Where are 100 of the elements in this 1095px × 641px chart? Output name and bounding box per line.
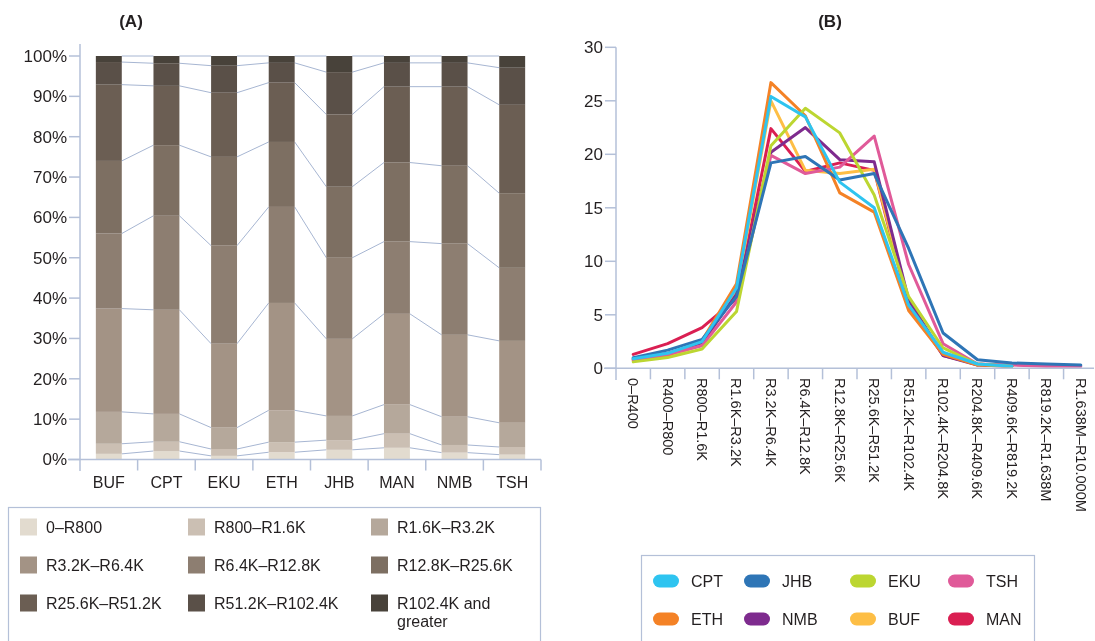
y-tick-label: 5: [593, 305, 603, 325]
bar: [383, 86, 410, 163]
chart-title: (A): [119, 12, 143, 31]
bar: [441, 416, 468, 445]
bar: [211, 156, 238, 246]
legend-label: MAN: [986, 610, 1022, 628]
x-tick-label: R1.6K–R3.2K: [728, 378, 745, 467]
legend-label: R800–R1.6K: [214, 518, 306, 536]
bar: [383, 447, 410, 460]
y-tick-label: 50%: [32, 248, 67, 268]
bar: [211, 92, 238, 157]
x-tick-label: ETH: [265, 474, 298, 491]
x-tick-label: EKU: [207, 474, 241, 491]
y-tick-label: 40%: [32, 289, 67, 309]
x-tick-label: R204.8K–R409.6K: [969, 378, 986, 500]
y-tick-label: 90%: [32, 87, 67, 107]
x-tick-label: R800–R1.6K: [694, 378, 710, 462]
y-tick-label: 20%: [32, 369, 67, 389]
bar: [211, 245, 238, 344]
bar: [95, 62, 122, 85]
y-tick-label: 0%: [42, 450, 67, 470]
bar: [95, 443, 122, 454]
y-tick-label: 60%: [32, 208, 67, 228]
y-tick-label: 0: [593, 359, 603, 379]
bar: [499, 267, 526, 341]
x-tick-label: NMB: [436, 474, 473, 491]
legend-label: R3.2K–R6.4K: [46, 556, 145, 574]
bar: [95, 233, 122, 309]
bar: [441, 243, 468, 335]
bar: [326, 440, 353, 450]
bar: [383, 241, 410, 314]
bar: [95, 308, 122, 412]
x-tick-label: JHB: [324, 474, 355, 491]
x-tick-label: 0–R400: [625, 378, 642, 429]
legend-label: NMB: [782, 610, 818, 628]
y-tick-label: 20: [584, 145, 603, 165]
bar: [153, 145, 180, 216]
bar: [499, 56, 526, 68]
bar: [211, 343, 238, 428]
bar: [326, 415, 353, 441]
bar: [441, 56, 468, 63]
bar: [326, 338, 353, 416]
x-tick-label: R3.2K–R6.4K: [762, 378, 779, 467]
bar: [499, 446, 526, 455]
bar: [441, 62, 468, 87]
bar: [326, 449, 353, 460]
legend-label: EKU: [888, 572, 921, 590]
bar: [211, 449, 238, 456]
bar: [326, 114, 353, 187]
y-tick-label: 30: [584, 38, 603, 58]
bar: [211, 65, 238, 93]
bar: [153, 56, 180, 64]
bar: [383, 56, 410, 63]
bar: [268, 452, 295, 460]
y-tick-label: 30%: [32, 329, 67, 349]
bar: [153, 309, 180, 414]
bar: [153, 63, 180, 86]
legend-label: R6.4K–R12.8K: [214, 556, 322, 574]
x-tick-label: R1.638M–R10.000M: [1072, 378, 1089, 512]
legend-label: ETH: [691, 610, 723, 628]
bar: [153, 413, 180, 442]
y-tick-label: 10%: [32, 410, 67, 430]
legend-label: JHB: [782, 572, 813, 590]
legend-label: BUF: [888, 610, 921, 628]
bar: [268, 206, 295, 303]
bar: [499, 193, 526, 268]
x-tick-label: BUF: [92, 474, 126, 491]
bar: [153, 441, 180, 452]
bar: [441, 86, 468, 166]
x-tick-label: R819.2K–R1.638M: [1038, 378, 1055, 502]
bar: [441, 334, 468, 417]
bar: [95, 160, 122, 234]
bar: [383, 62, 410, 87]
bar: [326, 72, 353, 115]
bar: [383, 162, 410, 242]
x-tick-label: TSH: [496, 474, 529, 491]
bar: [268, 56, 295, 63]
x-tick-label: R400–R800: [659, 378, 676, 456]
bar: [383, 313, 410, 405]
bar: [211, 56, 238, 66]
bar: [326, 56, 353, 73]
legend-label: 0–R800: [46, 518, 103, 536]
bar: [268, 62, 295, 83]
y-tick-label: 15: [584, 198, 603, 218]
x-tick-label: R12.8K–R25.6K: [831, 378, 848, 484]
bar: [268, 410, 295, 443]
x-tick-label: R409.6K–R819.2K: [1003, 378, 1020, 500]
bar: [211, 427, 238, 450]
x-tick-label: R51.2K–R102.4K: [900, 378, 917, 492]
legend-label: TSH: [986, 572, 1018, 590]
x-tick-label: R6.4K–R12.8K: [797, 378, 814, 476]
chart-title: (B): [818, 12, 842, 31]
bar: [383, 433, 410, 448]
bar: [153, 215, 180, 310]
bar: [268, 141, 295, 207]
legend-label: CPT: [691, 572, 724, 590]
legend-label: R51.2K–R102.4K: [214, 594, 339, 612]
y-tick-label: 25: [584, 91, 603, 111]
bar: [326, 257, 353, 339]
bar: [95, 411, 122, 444]
